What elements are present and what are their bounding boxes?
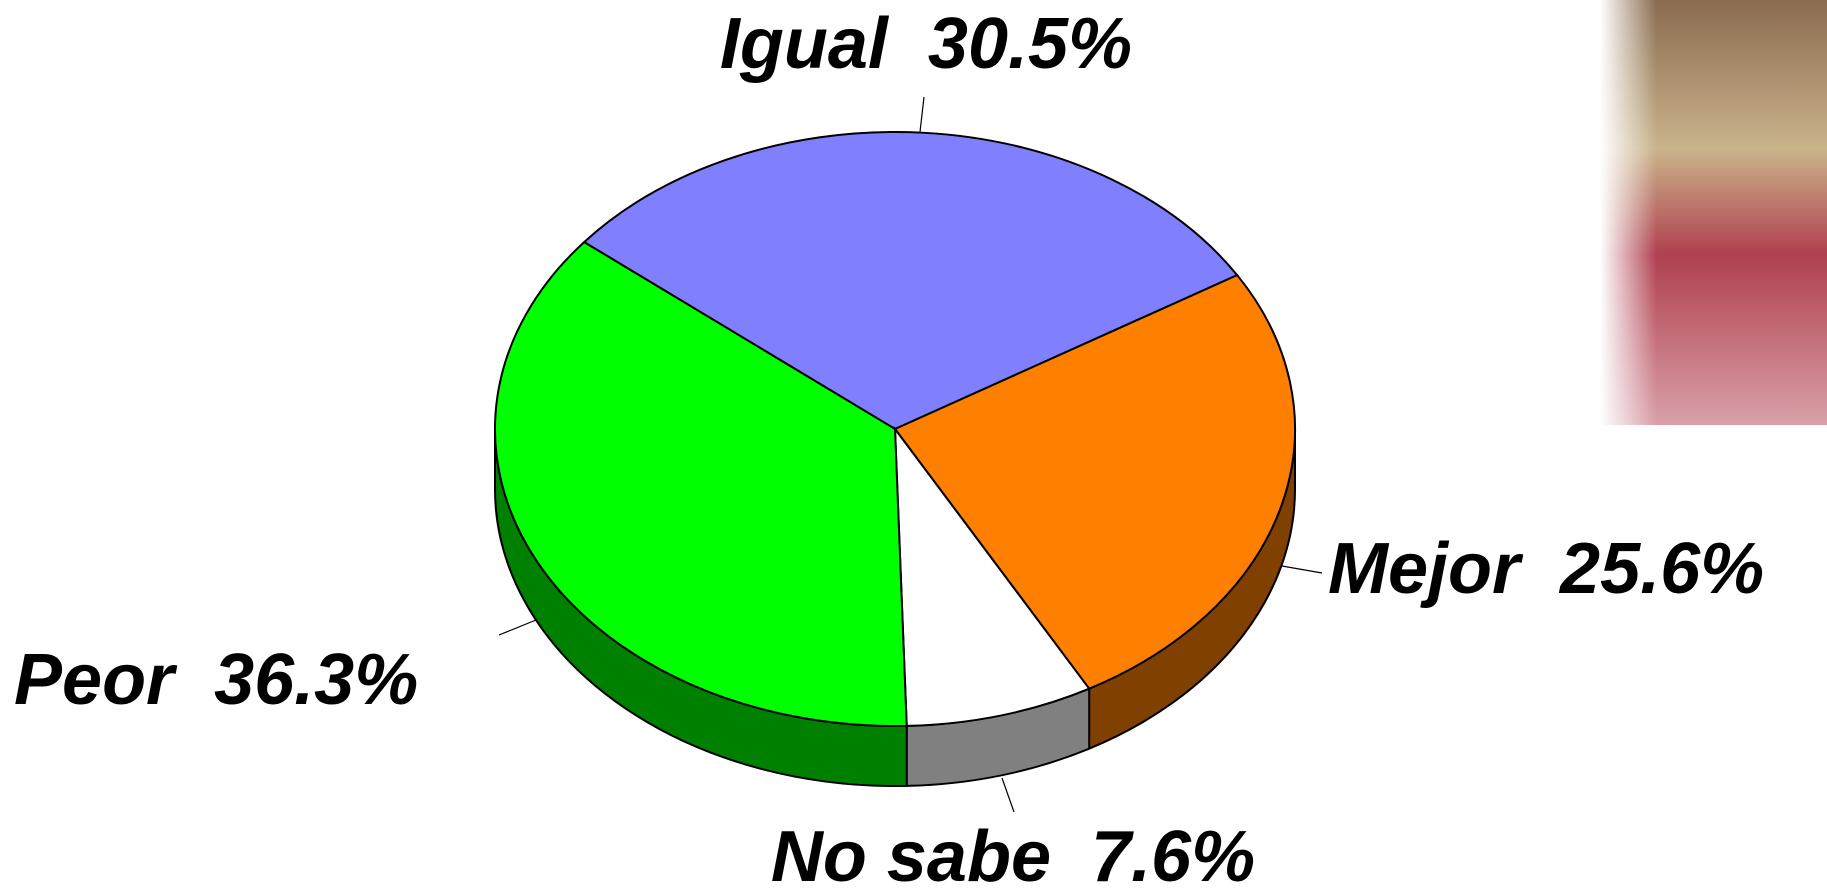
slice-value: 36.3%: [214, 640, 418, 720]
pie-sides: [494, 428, 1296, 787]
leader-line: [919, 96, 925, 133]
pie-slice: [893, 273, 1296, 690]
slice-label: Peor 36.3%: [14, 640, 418, 720]
pie-slice: [893, 425, 1091, 727]
slice-label: Mejor 25.6%: [1328, 529, 1764, 609]
slice-value: 7.6%: [1091, 817, 1255, 895]
slice-name: Peor: [14, 640, 178, 720]
slice-label: Igual 30.5%: [720, 4, 1132, 84]
slice-value: 25.6%: [1558, 529, 1764, 609]
pie-slice: [494, 240, 908, 727]
slice-name: No sabe: [771, 817, 1051, 895]
photo: [1600, 0, 1827, 425]
slice-name: Igual: [720, 4, 890, 84]
slice-value: 30.5%: [928, 4, 1132, 84]
pie-tops: [494, 131, 1296, 727]
leader-line: [1281, 565, 1323, 574]
labels: Igual 30.5% Mejor 25.6% No sabe 7.6% Peor 36.3%: [14, 4, 1764, 895]
leader-line: [1001, 777, 1015, 813]
pie-slice: [582, 131, 1239, 431]
leader-line: [498, 619, 537, 636]
slice-name: Mejor: [1328, 529, 1524, 609]
slice-label: No sabe 7.6%: [771, 817, 1255, 895]
